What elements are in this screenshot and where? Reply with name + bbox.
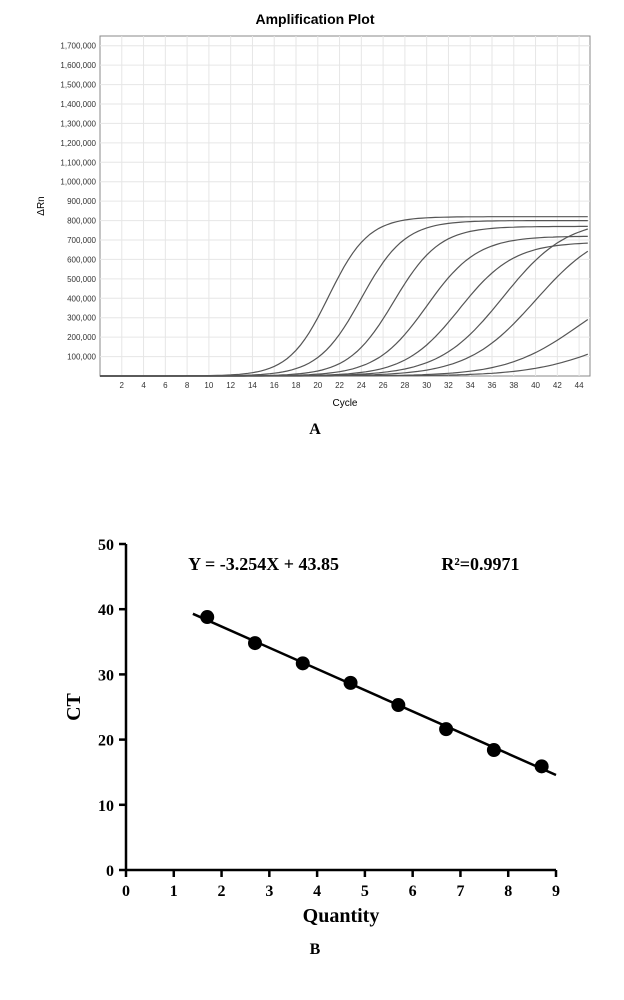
- svg-text:400,000: 400,000: [67, 294, 96, 303]
- svg-text:1,100,000: 1,100,000: [60, 158, 96, 167]
- svg-text:800,000: 800,000: [67, 217, 96, 226]
- svg-text:2: 2: [120, 381, 125, 390]
- svg-text:1,200,000: 1,200,000: [60, 139, 96, 148]
- standard-curve-plot: 0 10 20 30 40 50 0 1 2 3 4 5 6 7 8 9 Quantity CT Y = -3.25…: [60, 530, 570, 930]
- svg-text:4: 4: [141, 381, 146, 390]
- svg-text:42: 42: [553, 381, 562, 390]
- svg-text:38: 38: [509, 381, 518, 390]
- svg-text:300,000: 300,000: [67, 314, 96, 323]
- svg-text:1,300,000: 1,300,000: [60, 119, 96, 128]
- svg-text:40: 40: [531, 381, 540, 390]
- svg-text:20: 20: [313, 381, 322, 390]
- amplification-plot: Amplification Plot 100,000 200,000 300,000 4…: [30, 10, 600, 410]
- svg-text:500,000: 500,000: [67, 275, 96, 284]
- svg-text:10: 10: [98, 798, 114, 815]
- svg-text:34: 34: [466, 381, 475, 390]
- panel-b-label: B: [60, 941, 570, 959]
- svg-text:28: 28: [400, 381, 409, 390]
- svg-text:18: 18: [292, 381, 301, 390]
- svg-text:0: 0: [106, 863, 114, 880]
- svg-text:6: 6: [409, 883, 417, 900]
- svg-text:1,600,000: 1,600,000: [60, 61, 96, 70]
- svg-text:CT: CT: [63, 692, 85, 720]
- svg-text:600,000: 600,000: [67, 255, 96, 264]
- svg-text:40: 40: [98, 602, 114, 619]
- svg-text:900,000: 900,000: [67, 197, 96, 206]
- svg-text:Amplification Plot: Amplification Plot: [256, 11, 375, 27]
- svg-text:1,700,000: 1,700,000: [60, 42, 96, 51]
- svg-text:R²=0.9971: R²=0.9971: [441, 554, 519, 574]
- svg-text:Quantity: Quantity: [303, 905, 380, 927]
- svg-text:20: 20: [98, 733, 114, 750]
- svg-text:Cycle: Cycle: [332, 398, 357, 409]
- svg-text:1,500,000: 1,500,000: [60, 81, 96, 90]
- svg-text:10: 10: [204, 381, 213, 390]
- svg-text:ΔRn: ΔRn: [36, 196, 47, 215]
- svg-text:14: 14: [248, 381, 257, 390]
- svg-text:Y = -3.254X + 43.85: Y = -3.254X + 43.85: [188, 554, 339, 574]
- svg-text:12: 12: [226, 381, 235, 390]
- svg-text:50: 50: [98, 537, 114, 554]
- svg-text:0: 0: [122, 883, 130, 900]
- svg-text:1: 1: [170, 883, 178, 900]
- svg-text:8: 8: [504, 883, 512, 900]
- svg-text:32: 32: [444, 381, 453, 390]
- svg-text:3: 3: [265, 883, 273, 900]
- svg-text:30: 30: [98, 667, 114, 684]
- svg-text:22: 22: [335, 381, 344, 390]
- svg-text:16: 16: [270, 381, 279, 390]
- svg-text:1,000,000: 1,000,000: [60, 178, 96, 187]
- panel-a: Amplification Plot 100,000 200,000 300,000 4…: [30, 10, 600, 430]
- svg-text:4: 4: [313, 883, 321, 900]
- svg-text:100,000: 100,000: [67, 353, 96, 362]
- panel-a-label: A: [30, 421, 600, 439]
- svg-text:700,000: 700,000: [67, 236, 96, 245]
- svg-text:24: 24: [357, 381, 366, 390]
- svg-text:36: 36: [488, 381, 497, 390]
- svg-text:6: 6: [163, 381, 168, 390]
- svg-text:5: 5: [361, 883, 369, 900]
- svg-text:7: 7: [456, 883, 464, 900]
- svg-text:30: 30: [422, 381, 431, 390]
- svg-text:200,000: 200,000: [67, 333, 96, 342]
- svg-text:2: 2: [218, 883, 226, 900]
- svg-text:8: 8: [185, 381, 190, 390]
- svg-text:9: 9: [552, 883, 560, 900]
- panel-b: 0 10 20 30 40 50 0 1 2 3 4 5 6 7 8 9 Quantity CT Y = -3.25…: [60, 530, 570, 950]
- svg-text:44: 44: [575, 381, 584, 390]
- svg-text:26: 26: [379, 381, 388, 390]
- svg-text:1,400,000: 1,400,000: [60, 100, 96, 109]
